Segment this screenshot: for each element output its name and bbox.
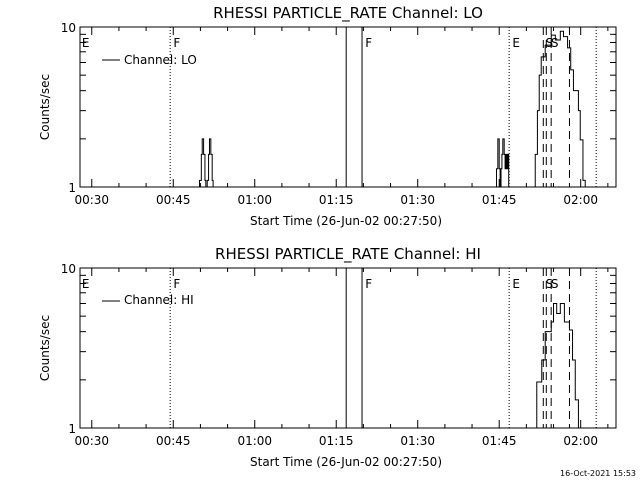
flag-label: S [551,36,559,50]
flag-label: E [82,277,90,291]
flag-label: S [545,277,553,291]
flag-label: S [545,36,553,50]
x-tick-label: 01:15 [319,193,354,207]
x-tick-label: 01:00 [237,434,272,448]
y-tick-label: 10 [61,21,76,35]
x-tick-label: 00:45 [156,193,191,207]
y-axis-label: Counts/sec [38,315,52,381]
x-tick-label: 02:00 [563,434,598,448]
series-line [80,302,616,429]
plot-frame [79,267,617,429]
y-axis-label: Counts/sec [38,74,52,140]
legend-label: Channel: LO [124,53,197,67]
x-tick-label: 01:30 [400,434,435,448]
x-tick-label: 01:15 [319,434,354,448]
panel-lo: RHESSI PARTICLE_RATE Channel: LO Start T… [38,4,617,228]
flag-label: S [551,277,559,291]
x-tick-label: 01:00 [237,193,272,207]
y-tick-label: 1 [68,422,76,436]
x-tick-label: 00:45 [156,434,191,448]
x-tick-label: 01:30 [400,193,435,207]
series-line [80,30,616,188]
flag-label: F [173,36,180,50]
y-tick-label: 10 [61,262,76,276]
x-axis-label: Start Time (26-Jun-02 00:27:50) [250,455,442,469]
chart-title: RHESSI PARTICLE_RATE Channel: LO [213,4,483,23]
footer-timestamp: 16-Oct-2021 15:53 [560,469,636,478]
flag-label: E [82,36,90,50]
x-tick-label: 00:30 [74,434,109,448]
x-tick-label: 02:00 [563,193,598,207]
y-tick-label: 1 [68,181,76,195]
chart-title: RHESSI PARTICLE_RATE Channel: HI [215,245,481,264]
panel-hi: RHESSI PARTICLE_RATE Channel: HI Start T… [38,245,617,469]
flag-label: E [512,277,520,291]
flag-label: F [365,277,372,291]
x-tick-label: 00:30 [74,193,109,207]
flag-label: E [512,36,520,50]
x-tick-label: 01:45 [482,193,517,207]
flag-label: F [365,36,372,50]
x-axis-label: Start Time (26-Jun-02 00:27:50) [250,214,442,228]
flag-label: F [173,277,180,291]
legend-label: Channel: HI [124,293,194,307]
x-tick-label: 01:45 [482,434,517,448]
